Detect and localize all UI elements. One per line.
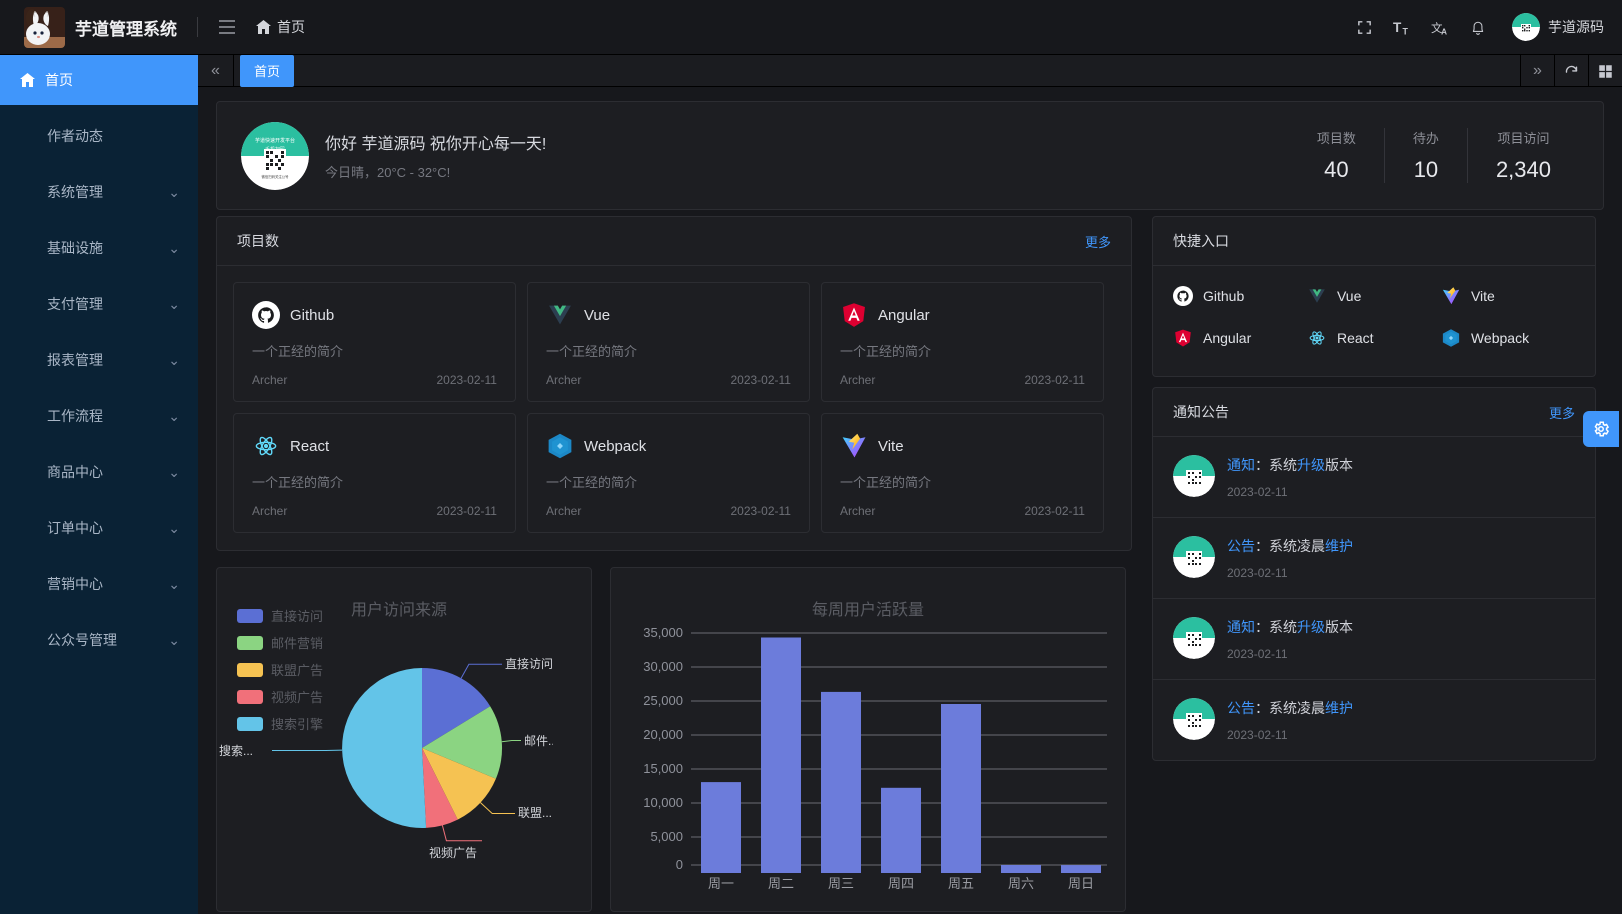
svg-text:25,000: 25,000 [643, 693, 683, 708]
svg-text:T: T [1393, 20, 1402, 35]
svg-text:微信扫码关注公号: 微信扫码关注公号 [261, 174, 289, 179]
svg-text:20,000: 20,000 [643, 727, 683, 742]
svg-text:35,000: 35,000 [643, 625, 683, 640]
svg-text:搜索...: 搜索... [219, 743, 253, 758]
svg-text:周六: 周六 [1008, 876, 1034, 891]
svg-text:0: 0 [676, 857, 683, 872]
svg-text:周二: 周二 [768, 876, 794, 891]
svg-text:周日: 周日 [1068, 876, 1094, 891]
svg-text:芋道快速开发平台: 芋道快速开发平台 [255, 137, 295, 144]
svg-text:联盟...: 联盟... [518, 806, 552, 820]
svg-text:15,000: 15,000 [643, 761, 683, 776]
svg-text:视频广告: 视频广告 [429, 845, 477, 860]
svg-text:30,000: 30,000 [643, 659, 683, 674]
svg-text:周三: 周三 [828, 876, 854, 891]
svg-text:直接访问: 直接访问 [505, 656, 553, 671]
svg-text:A: A [1441, 27, 1447, 36]
svg-text:周四: 周四 [888, 876, 914, 891]
svg-text:10,000: 10,000 [643, 795, 683, 810]
svg-text:周五: 周五 [948, 876, 974, 891]
svg-text:周一: 周一 [708, 876, 734, 891]
svg-text:5,000: 5,000 [650, 829, 683, 844]
svg-text:T: T [1402, 26, 1408, 36]
svg-text:邮件...: 邮件... [524, 734, 553, 748]
